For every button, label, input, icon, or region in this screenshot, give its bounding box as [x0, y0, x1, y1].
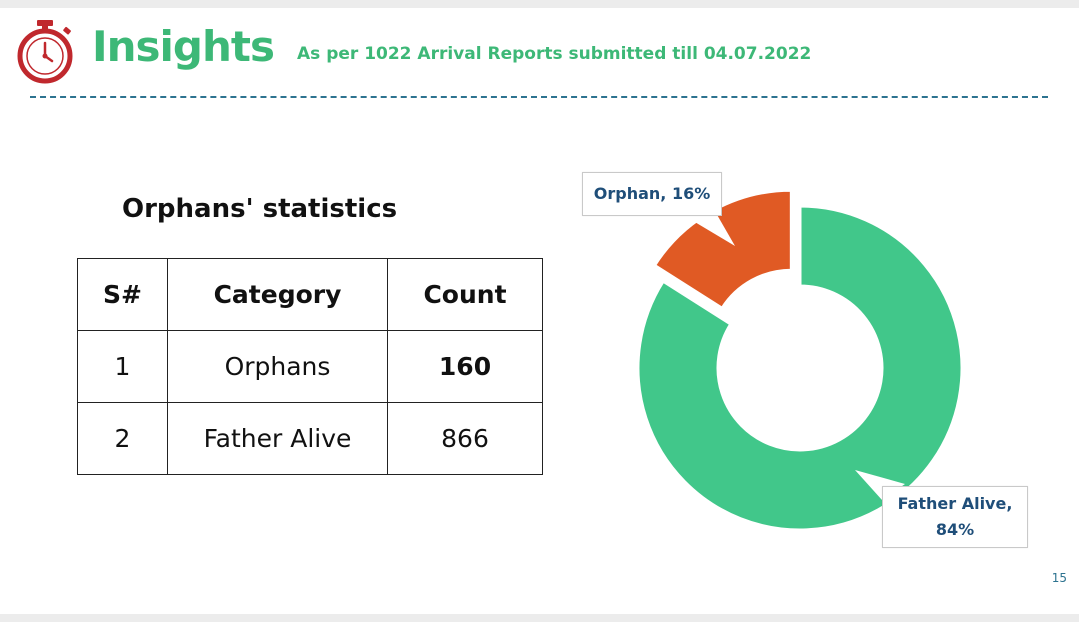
cell-category: Orphans [167, 330, 388, 403]
header-count: Count [387, 258, 543, 331]
page-number: 15 [1051, 571, 1067, 585]
table-row: 2 Father Alive 866 [77, 402, 543, 475]
data-label-father-alive-text: Father Alive, 84% [897, 494, 1013, 539]
data-label-father-alive: Father Alive, 84% [882, 486, 1028, 548]
cell-sn: 1 [77, 330, 168, 403]
stats-table: S# Category Count 1 Orphans 160 2 Father… [77, 258, 543, 475]
donut-slice-father-alive [636, 204, 964, 532]
cell-count: 160 [387, 330, 543, 403]
slide: Insights As per 1022 Arrival Reports sub… [0, 8, 1079, 614]
header-category: Category [167, 258, 388, 331]
cell-category: Father Alive [167, 402, 388, 475]
callout-pointer-orphan [668, 206, 735, 246]
donut-slice-orphan [652, 188, 793, 311]
cell-count: 866 [387, 402, 543, 475]
page-subtitle: As per 1022 Arrival Reports submitted ti… [297, 44, 812, 64]
cell-sn: 2 [77, 402, 168, 475]
table-row: 1 Orphans 160 [77, 330, 543, 403]
donut-chart [636, 188, 964, 532]
page-title: Insights [92, 22, 275, 71]
table-title: Orphans' statistics [122, 194, 398, 224]
header-sn: S# [77, 258, 168, 331]
divider [30, 96, 1048, 98]
table-header-row: S# Category Count [77, 258, 543, 331]
data-label-orphan: Orphan, 16% [582, 172, 722, 216]
stopwatch-icon [17, 20, 73, 84]
